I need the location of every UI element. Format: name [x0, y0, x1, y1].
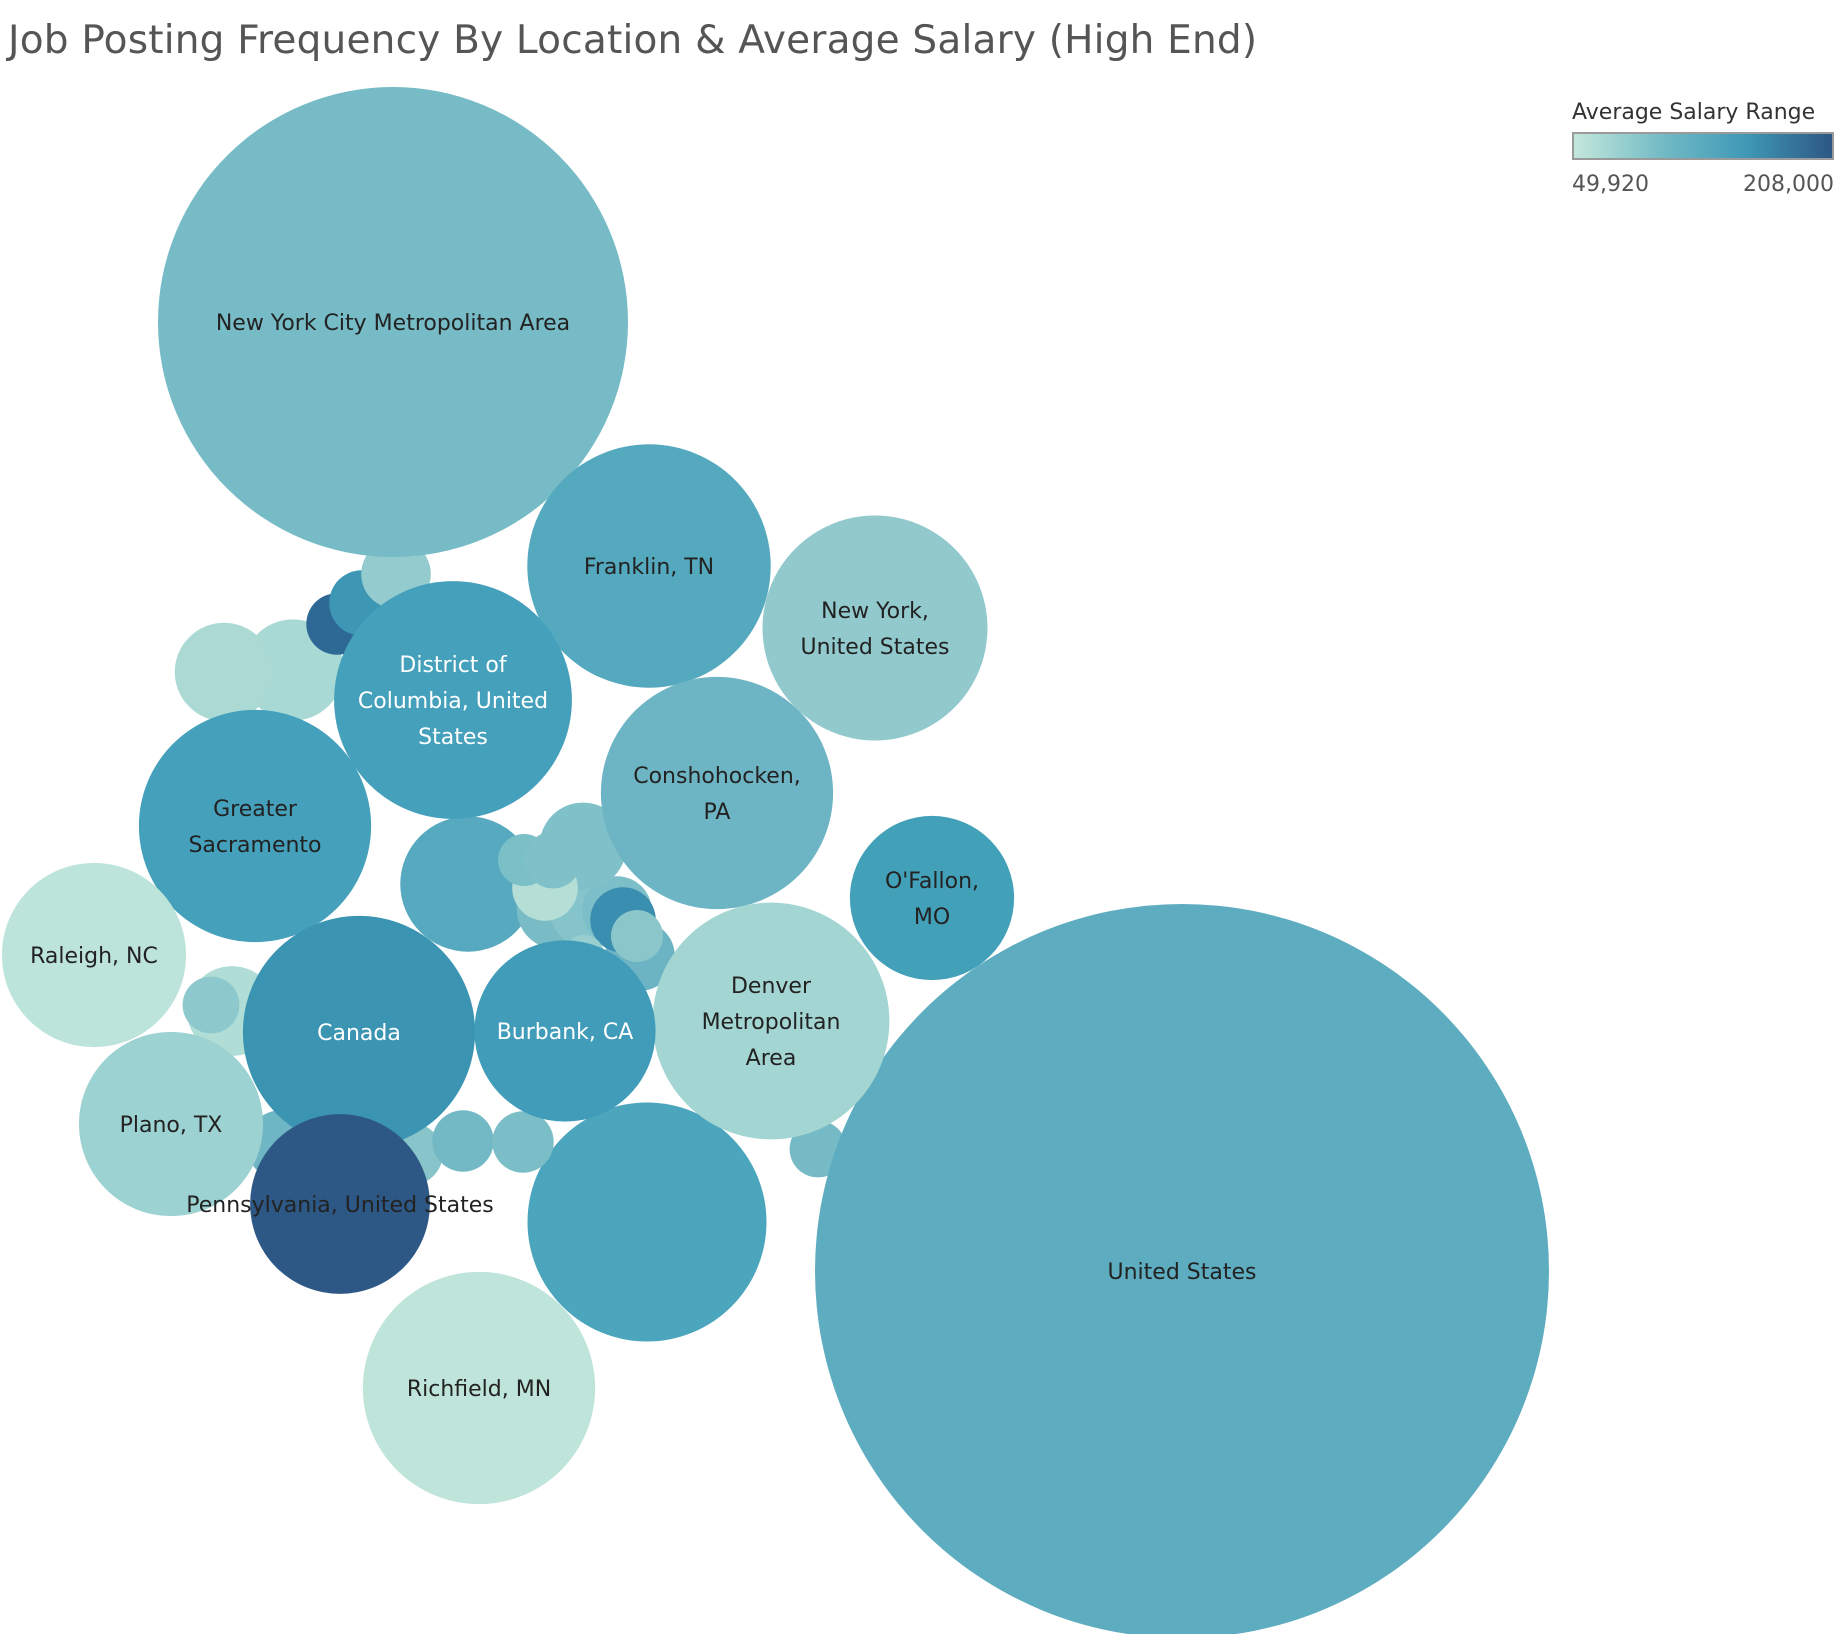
bubble-franklin-tn[interactable]: Franklin, TN — [527, 444, 771, 688]
bubble-circle[interactable] — [652, 902, 890, 1140]
bubble-label: Franklin, TN — [584, 555, 714, 580]
bubble-unlabeled[interactable] — [492, 1111, 554, 1173]
legend-max-label: 208,000 — [1743, 172, 1834, 197]
bubble-unlabeled[interactable] — [174, 622, 274, 722]
bubble-burbank-ca[interactable]: Burbank, CA — [474, 940, 656, 1122]
bubble-denver-metropolitan-area[interactable]: Denver Metropolitan Area — [652, 902, 890, 1140]
bubble-district-of-columbia-united-states[interactable]: District of Columbia, United States — [334, 581, 572, 819]
bubble-unlabeled[interactable] — [432, 1110, 494, 1172]
bubble-united-states[interactable]: United States — [815, 904, 1549, 1634]
bubble-label: Richfield, MN — [407, 1377, 551, 1402]
legend-gradient-bar — [1572, 132, 1834, 160]
bubble-label: MO — [914, 905, 950, 930]
bubble-circle[interactable] — [334, 581, 572, 819]
bubble-label: Raleigh, NC — [30, 944, 158, 969]
bubble-label: Conshohocken, — [633, 764, 801, 789]
bubble-label: Denver — [731, 974, 812, 999]
bubble-canada[interactable]: Canada — [242, 915, 476, 1149]
bubble-unlabeled[interactable] — [524, 831, 582, 889]
bubble-new-york-city-metropolitan-area[interactable]: New York City Metropolitan Area — [158, 87, 628, 557]
bubble-label: District of — [399, 653, 507, 678]
bubble-label: Area — [746, 1046, 797, 1071]
bubble-label: Canada — [317, 1021, 401, 1046]
bubble-circle[interactable] — [762, 515, 988, 741]
bubble-label: Greater — [213, 797, 298, 822]
bubble-circle[interactable] — [815, 904, 1549, 1634]
bubble-new-york-united-states[interactable]: New York, United States — [762, 515, 988, 741]
bubble-label: Burbank, CA — [497, 1020, 634, 1045]
bubble-label: States — [418, 725, 488, 750]
bubble-circle[interactable] — [527, 444, 771, 688]
bubble-circle[interactable] — [250, 1114, 430, 1294]
bubble-label: Plano, TX — [120, 1113, 223, 1138]
bubble-richfield-mn[interactable]: Richfield, MN — [362, 1271, 596, 1505]
bubble-label: Columbia, United — [358, 689, 548, 714]
bubble-greater-sacramento[interactable]: Greater Sacramento — [138, 709, 372, 943]
bubble-o-fallon-mo[interactable]: O'Fallon, MO — [849, 815, 1015, 981]
bubble-label: Metropolitan — [702, 1010, 841, 1035]
bubble-label: New York, — [821, 599, 929, 624]
bubble-label: United States — [1108, 1260, 1257, 1285]
color-legend: Average Salary Range 49,920 208,000 — [1572, 100, 1848, 197]
bubble-circle[interactable] — [849, 815, 1015, 981]
bubble-circle[interactable] — [138, 709, 372, 943]
bubble-label: PA — [704, 800, 731, 825]
bubble-label: United States — [801, 635, 950, 660]
bubble-circle[interactable] — [158, 87, 628, 557]
bubble-label: Pennsylvania, United States — [186, 1193, 494, 1218]
bubble-unlabeled[interactable] — [182, 976, 240, 1034]
bubble-label: New York City Metropolitan Area — [216, 311, 570, 336]
legend-title: Average Salary Range — [1572, 100, 1816, 125]
bubble-pennsylvania-united-states[interactable]: Pennsylvania, United States — [186, 1114, 494, 1294]
bubble-circle[interactable] — [1, 862, 187, 1048]
bubble-circle[interactable] — [362, 1271, 596, 1505]
bubble-unlabeled[interactable] — [527, 1102, 767, 1342]
bubble-raleigh-nc[interactable]: Raleigh, NC — [1, 862, 187, 1048]
bubble-unlabeled[interactable] — [611, 910, 663, 962]
bubble-circle[interactable] — [78, 1031, 264, 1217]
bubble-circle[interactable] — [600, 676, 834, 910]
bubble-plano-tx[interactable]: Plano, TX — [78, 1031, 264, 1217]
bubble-label: O'Fallon, — [885, 869, 979, 894]
legend-min-label: 49,920 — [1572, 172, 1649, 197]
bubble-circle[interactable] — [242, 915, 476, 1149]
chart-title: Job Posting Frequency By Location & Aver… — [8, 18, 1258, 63]
bubble-label: Sacramento — [188, 833, 321, 858]
bubble-circle[interactable] — [474, 940, 656, 1122]
bubble-conshohocken-pa[interactable]: Conshohocken, PA — [600, 676, 834, 910]
